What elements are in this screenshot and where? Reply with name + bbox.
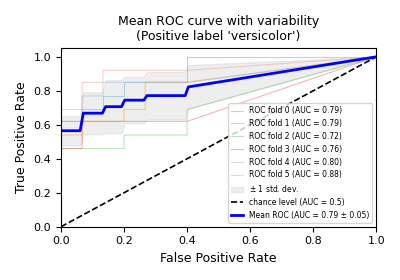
ROC fold 4 (AUC = 0.80)	[80, 120, 84, 123]
ROC fold 3 (AUC = 0.76)	[164, 120, 168, 123]
ROC fold 1 (AUC = 0.79)	[374, 55, 378, 59]
ROC fold 5 (AUC = 0.88)	[122, 69, 126, 72]
ROC fold 4 (AUC = 0.80)	[59, 120, 64, 123]
Line: ROC fold 5 (AUC = 0.88): ROC fold 5 (AUC = 0.88)	[61, 57, 376, 227]
ROC fold 5 (AUC = 0.88)	[143, 69, 148, 72]
ROC fold 3 (AUC = 0.76)	[80, 147, 84, 150]
ROC fold 0 (AUC = 0.79)	[100, 108, 105, 111]
ROC fold 3 (AUC = 0.76)	[59, 172, 64, 176]
ROC fold 4 (AUC = 0.80)	[100, 81, 105, 84]
Line: ROC fold 0 (AUC = 0.79): ROC fold 0 (AUC = 0.79)	[61, 57, 376, 227]
ROC fold 0 (AUC = 0.79)	[80, 108, 84, 111]
ROC fold 3 (AUC = 0.76)	[122, 120, 126, 123]
ROC fold 0 (AUC = 0.79)	[185, 81, 190, 84]
ROC fold 1 (AUC = 0.79)	[59, 133, 64, 137]
Mean ROC (AUC = 0.79 ± 0.05)	[348, 59, 353, 63]
ROC fold 0 (AUC = 0.79)	[143, 81, 148, 84]
Title: Mean ROC curve with variability
(Positive label 'versicolor'): Mean ROC curve with variability (Positiv…	[118, 15, 319, 43]
ROC fold 0 (AUC = 0.79)	[374, 55, 378, 59]
X-axis label: False Positive Rate: False Positive Rate	[160, 252, 277, 265]
ROC fold 4 (AUC = 0.80)	[185, 81, 190, 84]
Mean ROC (AUC = 0.79 ± 0.05)	[358, 58, 363, 61]
ROC fold 2 (AUC = 0.72)	[143, 133, 148, 137]
ROC fold 4 (AUC = 0.80)	[59, 225, 64, 228]
ROC fold 2 (AUC = 0.72)	[80, 147, 84, 150]
ROC fold 1 (AUC = 0.79)	[185, 81, 190, 84]
ROC fold 1 (AUC = 0.79)	[80, 133, 84, 137]
ROC fold 1 (AUC = 0.79)	[80, 120, 84, 123]
ROC fold 0 (AUC = 0.79)	[59, 160, 64, 164]
Legend: ROC fold 0 (AUC = 0.79), ROC fold 1 (AUC = 0.79), ROC fold 2 (AUC = 0.72), ROC f: ROC fold 0 (AUC = 0.79), ROC fold 1 (AUC…	[228, 103, 372, 223]
ROC fold 2 (AUC = 0.72)	[122, 147, 126, 150]
ROC fold 5 (AUC = 0.88)	[59, 147, 64, 150]
ROC fold 3 (AUC = 0.76)	[59, 147, 64, 150]
Line: ROC fold 2 (AUC = 0.72): ROC fold 2 (AUC = 0.72)	[61, 57, 376, 227]
Mean ROC (AUC = 0.79 ± 0.05)	[221, 80, 226, 83]
Line: ROC fold 1 (AUC = 0.79): ROC fold 1 (AUC = 0.79)	[61, 57, 376, 227]
ROC fold 4 (AUC = 0.80)	[122, 81, 126, 84]
ROC fold 1 (AUC = 0.79)	[59, 160, 64, 164]
ROC fold 5 (AUC = 0.88)	[59, 108, 64, 111]
ROC fold 1 (AUC = 0.79)	[143, 108, 148, 111]
ROC fold 5 (AUC = 0.88)	[100, 81, 105, 84]
ROC fold 0 (AUC = 0.79)	[100, 94, 105, 98]
Mean ROC (AUC = 0.79 ± 0.05)	[119, 105, 124, 108]
ROC fold 0 (AUC = 0.79)	[122, 94, 126, 98]
ROC fold 1 (AUC = 0.79)	[59, 225, 64, 228]
Line: ROC fold 3 (AUC = 0.76): ROC fold 3 (AUC = 0.76)	[61, 57, 376, 227]
ROC fold 4 (AUC = 0.80)	[143, 81, 148, 84]
ROC fold 0 (AUC = 0.79)	[122, 81, 126, 84]
ROC fold 1 (AUC = 0.79)	[143, 81, 148, 84]
ROC fold 3 (AUC = 0.76)	[185, 120, 190, 123]
ROC fold 1 (AUC = 0.79)	[100, 120, 105, 123]
ROC fold 3 (AUC = 0.76)	[143, 120, 148, 123]
ROC fold 2 (AUC = 0.72)	[164, 133, 168, 137]
ROC fold 4 (AUC = 0.80)	[100, 94, 105, 98]
ROC fold 2 (AUC = 0.72)	[100, 147, 105, 150]
ROC fold 0 (AUC = 0.79)	[185, 55, 190, 59]
ROC fold 2 (AUC = 0.72)	[59, 147, 64, 150]
Mean ROC (AUC = 0.79 ± 0.05)	[59, 129, 64, 132]
Line: ROC fold 4 (AUC = 0.80): ROC fold 4 (AUC = 0.80)	[61, 57, 376, 227]
ROC fold 4 (AUC = 0.80)	[80, 94, 84, 98]
ROC fold 5 (AUC = 0.88)	[59, 225, 64, 228]
ROC fold 2 (AUC = 0.72)	[59, 172, 64, 176]
ROC fold 0 (AUC = 0.79)	[59, 225, 64, 228]
Mean ROC (AUC = 0.79 ± 0.05)	[374, 55, 378, 59]
Y-axis label: True Positive Rate: True Positive Rate	[15, 82, 28, 193]
ROC fold 3 (AUC = 0.76)	[80, 120, 84, 123]
ROC fold 4 (AUC = 0.80)	[374, 55, 378, 59]
ROC fold 5 (AUC = 0.88)	[80, 81, 84, 84]
ROC fold 5 (AUC = 0.88)	[374, 55, 378, 59]
ROC fold 2 (AUC = 0.72)	[185, 108, 190, 111]
ROC fold 2 (AUC = 0.72)	[374, 55, 378, 59]
ROC fold 5 (AUC = 0.88)	[80, 108, 84, 111]
ROC fold 2 (AUC = 0.72)	[122, 133, 126, 137]
ROC fold 5 (AUC = 0.88)	[185, 69, 190, 72]
ROC fold 4 (AUC = 0.80)	[59, 160, 64, 164]
ROC fold 5 (AUC = 0.88)	[100, 69, 105, 72]
ROC fold 2 (AUC = 0.72)	[59, 225, 64, 228]
ROC fold 0 (AUC = 0.79)	[59, 120, 64, 123]
ROC fold 3 (AUC = 0.76)	[374, 55, 378, 59]
ROC fold 2 (AUC = 0.72)	[185, 133, 190, 137]
Mean ROC (AUC = 0.79 ± 0.05)	[246, 76, 251, 79]
ROC fold 0 (AUC = 0.79)	[80, 120, 84, 123]
Mean ROC (AUC = 0.79 ± 0.05)	[132, 99, 137, 102]
ROC fold 3 (AUC = 0.76)	[59, 225, 64, 228]
ROC fold 3 (AUC = 0.76)	[100, 120, 105, 123]
ROC fold 1 (AUC = 0.79)	[122, 120, 126, 123]
ROC fold 1 (AUC = 0.79)	[122, 108, 126, 111]
Line: Mean ROC (AUC = 0.79 ± 0.05): Mean ROC (AUC = 0.79 ± 0.05)	[61, 57, 376, 131]
